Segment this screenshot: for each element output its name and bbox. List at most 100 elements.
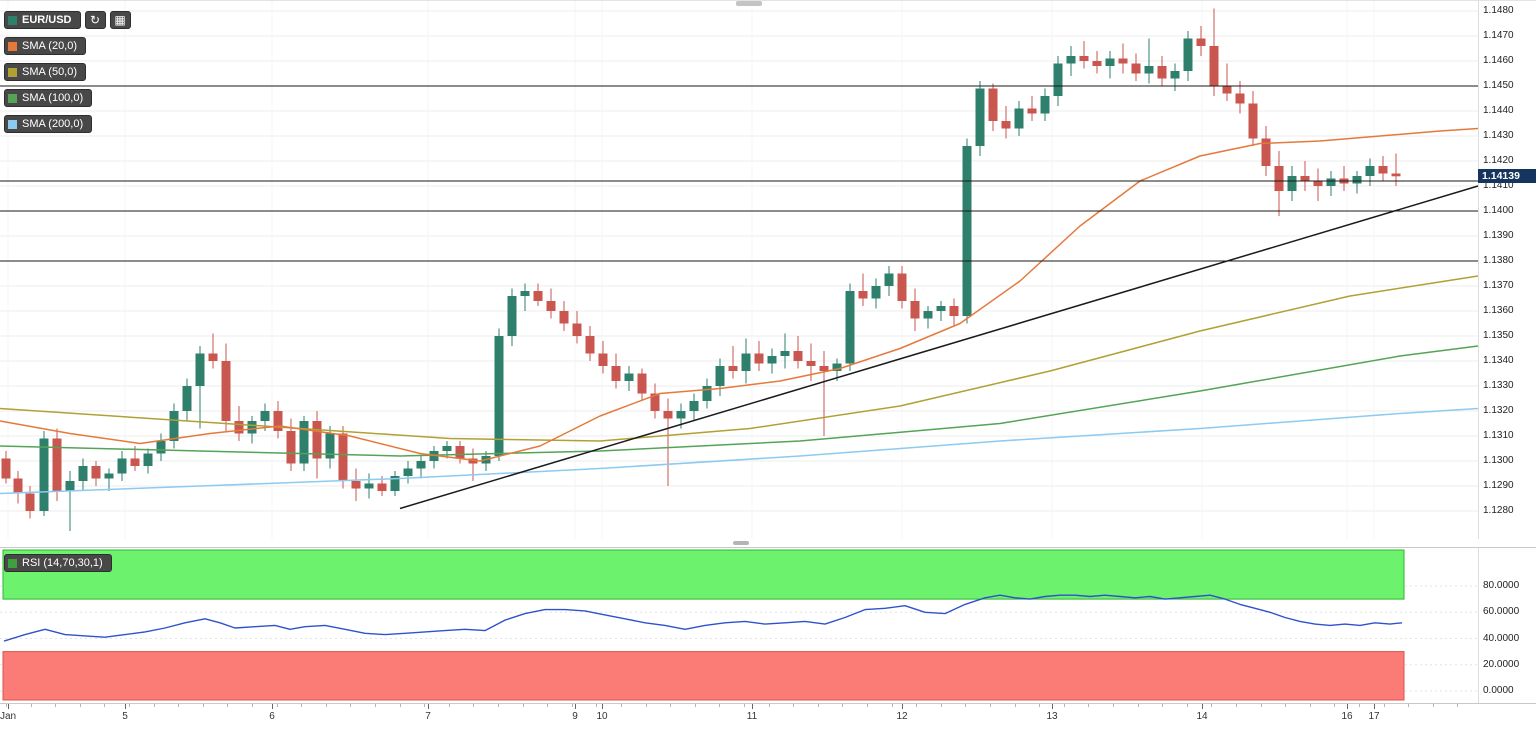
candles xyxy=(1,8,1401,531)
rsi-badge-label: RSI (14,70,30,1) xyxy=(22,557,103,569)
chart-scroll-handle[interactable] xyxy=(736,1,762,6)
time-minor-tick xyxy=(202,704,204,707)
symbol-badge[interactable]: EUR/USD xyxy=(4,11,81,29)
time-minor-tick xyxy=(1457,704,1459,707)
price-tick-label: 1.1280 xyxy=(1483,505,1514,516)
time-minor-tick xyxy=(448,704,450,707)
rsi-badge[interactable]: RSI (14,70,30,1) xyxy=(4,554,112,572)
sma-200-line xyxy=(0,407,1479,495)
time-major-tick xyxy=(8,704,9,709)
time-minor-tick xyxy=(793,704,795,707)
sma-legend: SMA (20,0) SMA (50,0) SMA (100,0) SMA (200,… xyxy=(4,37,93,133)
time-minor-tick xyxy=(694,704,696,707)
splitter-handle-icon xyxy=(733,541,749,545)
time-minor-tick xyxy=(129,704,130,707)
time-major-tick xyxy=(125,704,126,709)
symbol-label: EUR/USD xyxy=(22,14,72,26)
time-tick-label: 17 xyxy=(1368,711,1380,722)
time-minor-tick xyxy=(30,704,32,707)
price-chart-panel: EUR/USD ↻ ▦ SMA (20,0) SMA (50,0) SMA (100… xyxy=(0,1,1536,539)
price-tick-label: 1.1470 xyxy=(1483,30,1514,41)
rsi-overbought-band xyxy=(2,549,1405,600)
rsi-oversold-band xyxy=(2,651,1405,701)
time-minor-tick xyxy=(522,704,524,707)
sma-100-line xyxy=(0,345,1479,457)
rsi-color-swatch xyxy=(8,558,17,568)
rsi-tick-label: 40.0000 xyxy=(1483,632,1520,644)
panel-splitter[interactable] xyxy=(0,539,1536,547)
last-price-value: 1.14139 xyxy=(1482,170,1520,183)
price-tick-label: 1.1320 xyxy=(1483,405,1514,416)
time-minor-tick xyxy=(768,704,770,707)
sma-badge-4[interactable]: SMA (200,0) xyxy=(4,115,93,133)
time-minor-tick xyxy=(399,704,401,707)
chart-toolbar: EUR/USD ↻ ▦ xyxy=(4,11,131,29)
time-major-tick xyxy=(1052,704,1053,709)
time-minor-tick xyxy=(1359,704,1360,707)
time-minor-tick xyxy=(916,704,918,707)
sma-color-swatch xyxy=(8,67,17,77)
refresh-icon: ↻ xyxy=(89,13,101,27)
rsi-tick-label: 80.0000 xyxy=(1483,580,1520,591)
time-minor-tick xyxy=(153,704,155,707)
rsi-tick-label: 0.0000 xyxy=(1483,685,1514,696)
time-minor-tick xyxy=(473,704,475,707)
chart-settings-button[interactable]: ▦ xyxy=(109,11,131,29)
candlestick-chart[interactable] xyxy=(0,1,1536,539)
price-tick-label: 1.1440 xyxy=(1483,105,1514,116)
time-minor-tick xyxy=(744,704,745,707)
sma-badge-3[interactable]: SMA (100,0) xyxy=(4,89,93,107)
time-major-tick xyxy=(752,704,753,709)
sma-badge-label: SMA (50,0) xyxy=(22,66,78,78)
sma-20-line xyxy=(0,127,1479,462)
time-minor-tick xyxy=(1014,704,1016,707)
sma-color-swatch xyxy=(8,119,17,129)
time-minor-tick xyxy=(1334,704,1336,707)
time-minor-tick xyxy=(178,704,180,707)
symbol-color-swatch xyxy=(8,15,17,25)
rsi-chart[interactable] xyxy=(0,548,1536,703)
time-minor-tick xyxy=(867,704,868,707)
price-tick-label: 1.1400 xyxy=(1483,205,1514,216)
rsi-tick-label: 20.0000 xyxy=(1483,658,1520,670)
time-tick-label: 7 xyxy=(425,711,431,722)
time-tick-label: 13 xyxy=(1046,711,1058,722)
sma-badge-2[interactable]: SMA (50,0) xyxy=(4,63,87,81)
rsi-tick-label: 60.0000 xyxy=(1483,606,1520,618)
sma-badge-1[interactable]: SMA (20,0) xyxy=(4,37,87,55)
price-tick-label: 1.1290 xyxy=(1483,480,1514,491)
price-tick-label: 1.1360 xyxy=(1483,305,1514,316)
time-tick-label: 9 xyxy=(572,711,578,722)
time-major-tick xyxy=(1374,704,1375,709)
time-minor-tick xyxy=(891,704,893,707)
time-minor-tick xyxy=(325,704,327,707)
trendline xyxy=(399,185,1479,510)
refresh-button[interactable]: ↻ xyxy=(84,11,106,29)
sma-50-line xyxy=(0,275,1479,442)
time-minor-tick xyxy=(1236,704,1237,707)
time-tick-label: 16 xyxy=(1341,711,1353,722)
time-minor-tick xyxy=(965,704,967,707)
price-tick-label: 1.1460 xyxy=(1483,55,1514,66)
time-tick-label: 6 xyxy=(269,711,275,722)
time-axis[interactable]: Jan 5 6 7 9 10 11 12 13 14 16 17 xyxy=(0,703,1536,730)
time-minor-tick xyxy=(1408,704,1410,707)
last-price-badge: 1.14139 xyxy=(1478,169,1536,184)
price-tick-label: 1.1410 xyxy=(1483,180,1514,191)
time-minor-tick xyxy=(1113,704,1114,707)
time-minor-tick xyxy=(645,704,647,707)
time-minor-tick xyxy=(571,704,573,707)
time-minor-tick xyxy=(1088,704,1090,707)
price-axis[interactable]: 1.1480 1.1470 1.1460 1.1450 1.1440 1.1430 1.14… xyxy=(1478,1,1536,539)
time-tick-label: 14 xyxy=(1196,711,1208,722)
time-minor-tick xyxy=(1162,704,1164,707)
time-minor-tick xyxy=(1063,704,1065,707)
price-tick-label: 1.1450 xyxy=(1483,80,1514,91)
time-minor-tick xyxy=(621,704,622,707)
rsi-axis: 80.0000 60.0000 40.0000 20.0000 0.0000 xyxy=(1478,548,1536,703)
price-tick-label: 1.1370 xyxy=(1483,280,1514,291)
grid-icon: ▦ xyxy=(114,13,126,27)
sma-color-swatch xyxy=(8,41,17,51)
sma-badge-label: SMA (100,0) xyxy=(22,92,84,104)
